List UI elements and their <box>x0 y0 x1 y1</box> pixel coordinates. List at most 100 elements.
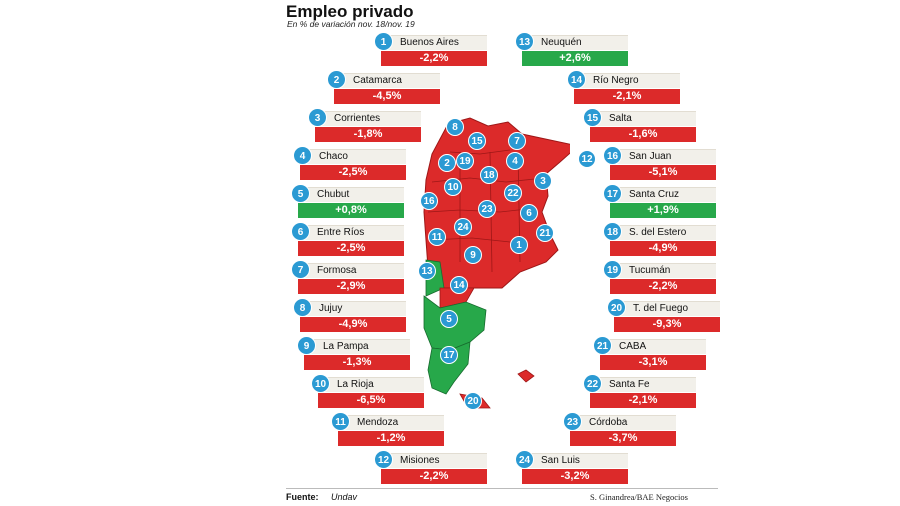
card-catamarca: 2 Catamarca -4,5% <box>327 70 440 104</box>
marker-badge: 7 <box>291 260 310 279</box>
province-name: Mendoza <box>357 417 399 428</box>
marker-badge: 12 <box>374 450 393 469</box>
province-name: Catamarca <box>353 75 402 86</box>
marker-badge: 22 <box>583 374 602 393</box>
marker-badge: 21 <box>593 336 612 355</box>
map-marker: 5 <box>440 310 458 328</box>
marker-badge: 11 <box>331 412 350 431</box>
map-marker: 12 <box>578 150 596 168</box>
marker-badge: 19 <box>603 260 622 279</box>
marker-badge: 2 <box>327 70 346 89</box>
province-value: -4,9% <box>300 317 406 332</box>
province-value: -2,1% <box>574 89 680 104</box>
province-name: Tucumán <box>629 265 671 276</box>
card-san-luis: 24 San Luis -3,2% <box>515 450 628 484</box>
map-marker: 7 <box>508 132 526 150</box>
province-name: Chaco <box>319 151 348 162</box>
marker-badge: 5 <box>291 184 310 203</box>
page-title: Empleo privado <box>286 2 414 21</box>
marker-badge: 13 <box>515 32 534 51</box>
province-name: Buenos Aires <box>400 37 459 48</box>
marker-badge: 18 <box>603 222 622 241</box>
marker-badge: 16 <box>603 146 622 165</box>
map-marker: 8 <box>446 118 464 136</box>
province-name: Misiones <box>400 455 440 466</box>
map-marker: 16 <box>420 192 438 210</box>
province-value: -2,2% <box>381 469 487 484</box>
province-value: -1,8% <box>315 127 421 142</box>
marker-badge: 10 <box>311 374 330 393</box>
card-la-pampa: 9 La Pampa -1,3% <box>297 336 410 370</box>
map-marker: 3 <box>534 172 552 190</box>
province-value: +2,6% <box>522 51 628 66</box>
province-name: Formosa <box>317 265 357 276</box>
map-marker: 23 <box>478 200 496 218</box>
province-value: -2,2% <box>381 51 487 66</box>
marker-badge: 3 <box>308 108 327 127</box>
map-marker: 9 <box>464 246 482 264</box>
province-name: San Luis <box>541 455 580 466</box>
card-santa-fe: 22 Santa Fe -2,1% <box>583 374 696 408</box>
card-mendoza: 11 Mendoza -1,2% <box>331 412 444 446</box>
source-line: Fuente: Undav <box>286 492 357 502</box>
card-t-del-fuego: 20 T. del Fuego -9,3% <box>607 298 720 332</box>
card-corrientes: 3 Corrientes -1,8% <box>308 108 421 142</box>
marker-badge: 20 <box>607 298 626 317</box>
province-value: +0,8% <box>298 203 404 218</box>
province-value: -4,5% <box>334 89 440 104</box>
province-value: -1,3% <box>304 355 410 370</box>
map-marker: 4 <box>506 152 524 170</box>
province-value: -3,7% <box>570 431 676 446</box>
card-s-del-estero: 18 S. del Estero -4,9% <box>603 222 716 256</box>
card-chubut: 5 Chubut +0,8% <box>291 184 404 218</box>
credit-line: S. Ginandrea/BAE Negocios <box>590 492 688 502</box>
province-name: Corrientes <box>334 113 381 124</box>
province-name: Entre Ríos <box>317 227 365 238</box>
province-name: Córdoba <box>589 417 628 428</box>
map-marker: 11 <box>428 228 446 246</box>
argentina-map: 8 7 15 2 19 4 12 18 3 10 22 16 23 6 24 1… <box>410 112 596 422</box>
marker-badge: 24 <box>515 450 534 469</box>
province-value: -2,2% <box>610 279 716 294</box>
marker-badge: 9 <box>297 336 316 355</box>
footer-divider <box>286 488 718 489</box>
card-rio-negro: 14 Río Negro -2,1% <box>567 70 680 104</box>
card-jujuy: 8 Jujuy -4,9% <box>293 298 406 332</box>
map-marker: 17 <box>440 346 458 364</box>
province-value: -6,5% <box>318 393 424 408</box>
province-name: San Juan <box>629 151 672 162</box>
province-value: -2,1% <box>590 393 696 408</box>
marker-badge: 23 <box>563 412 582 431</box>
map-marker: 6 <box>520 204 538 222</box>
province-name: Río Negro <box>593 75 639 86</box>
province-value: -9,3% <box>614 317 720 332</box>
source-name: Undav <box>331 492 358 502</box>
card-chaco: 4 Chaco -2,5% <box>293 146 406 180</box>
province-name: Santa Cruz <box>629 189 680 200</box>
marker-badge: 1 <box>374 32 393 51</box>
map-marker: 18 <box>480 166 498 184</box>
card-tucuman: 19 Tucumán -2,2% <box>603 260 716 294</box>
card-cordoba: 23 Córdoba -3,7% <box>563 412 676 446</box>
province-value: -2,5% <box>298 241 404 256</box>
card-formosa: 7 Formosa -2,9% <box>291 260 404 294</box>
province-value: -3,1% <box>600 355 706 370</box>
card-salta: 15 Salta -1,6% <box>583 108 696 142</box>
province-name: Santa Fe <box>609 379 650 390</box>
map-marker: 19 <box>456 152 474 170</box>
card-la-rioja: 10 La Rioja -6,5% <box>311 374 424 408</box>
map-marker: 20 <box>464 392 482 410</box>
province-name: S. del Estero <box>629 227 687 238</box>
province-name: T. del Fuego <box>633 303 689 314</box>
province-name: CABA <box>619 341 647 352</box>
marker-badge: 4 <box>293 146 312 165</box>
card-misiones: 12 Misiones -2,2% <box>374 450 487 484</box>
marker-badge: 14 <box>567 70 586 89</box>
province-value: -3,2% <box>522 469 628 484</box>
marker-badge: 8 <box>293 298 312 317</box>
province-name: La Rioja <box>337 379 374 390</box>
province-value: -2,9% <box>298 279 404 294</box>
map-marker: 15 <box>468 132 486 150</box>
card-san-juan: 16 San Juan -5,1% <box>603 146 716 180</box>
map-marker: 10 <box>444 178 462 196</box>
